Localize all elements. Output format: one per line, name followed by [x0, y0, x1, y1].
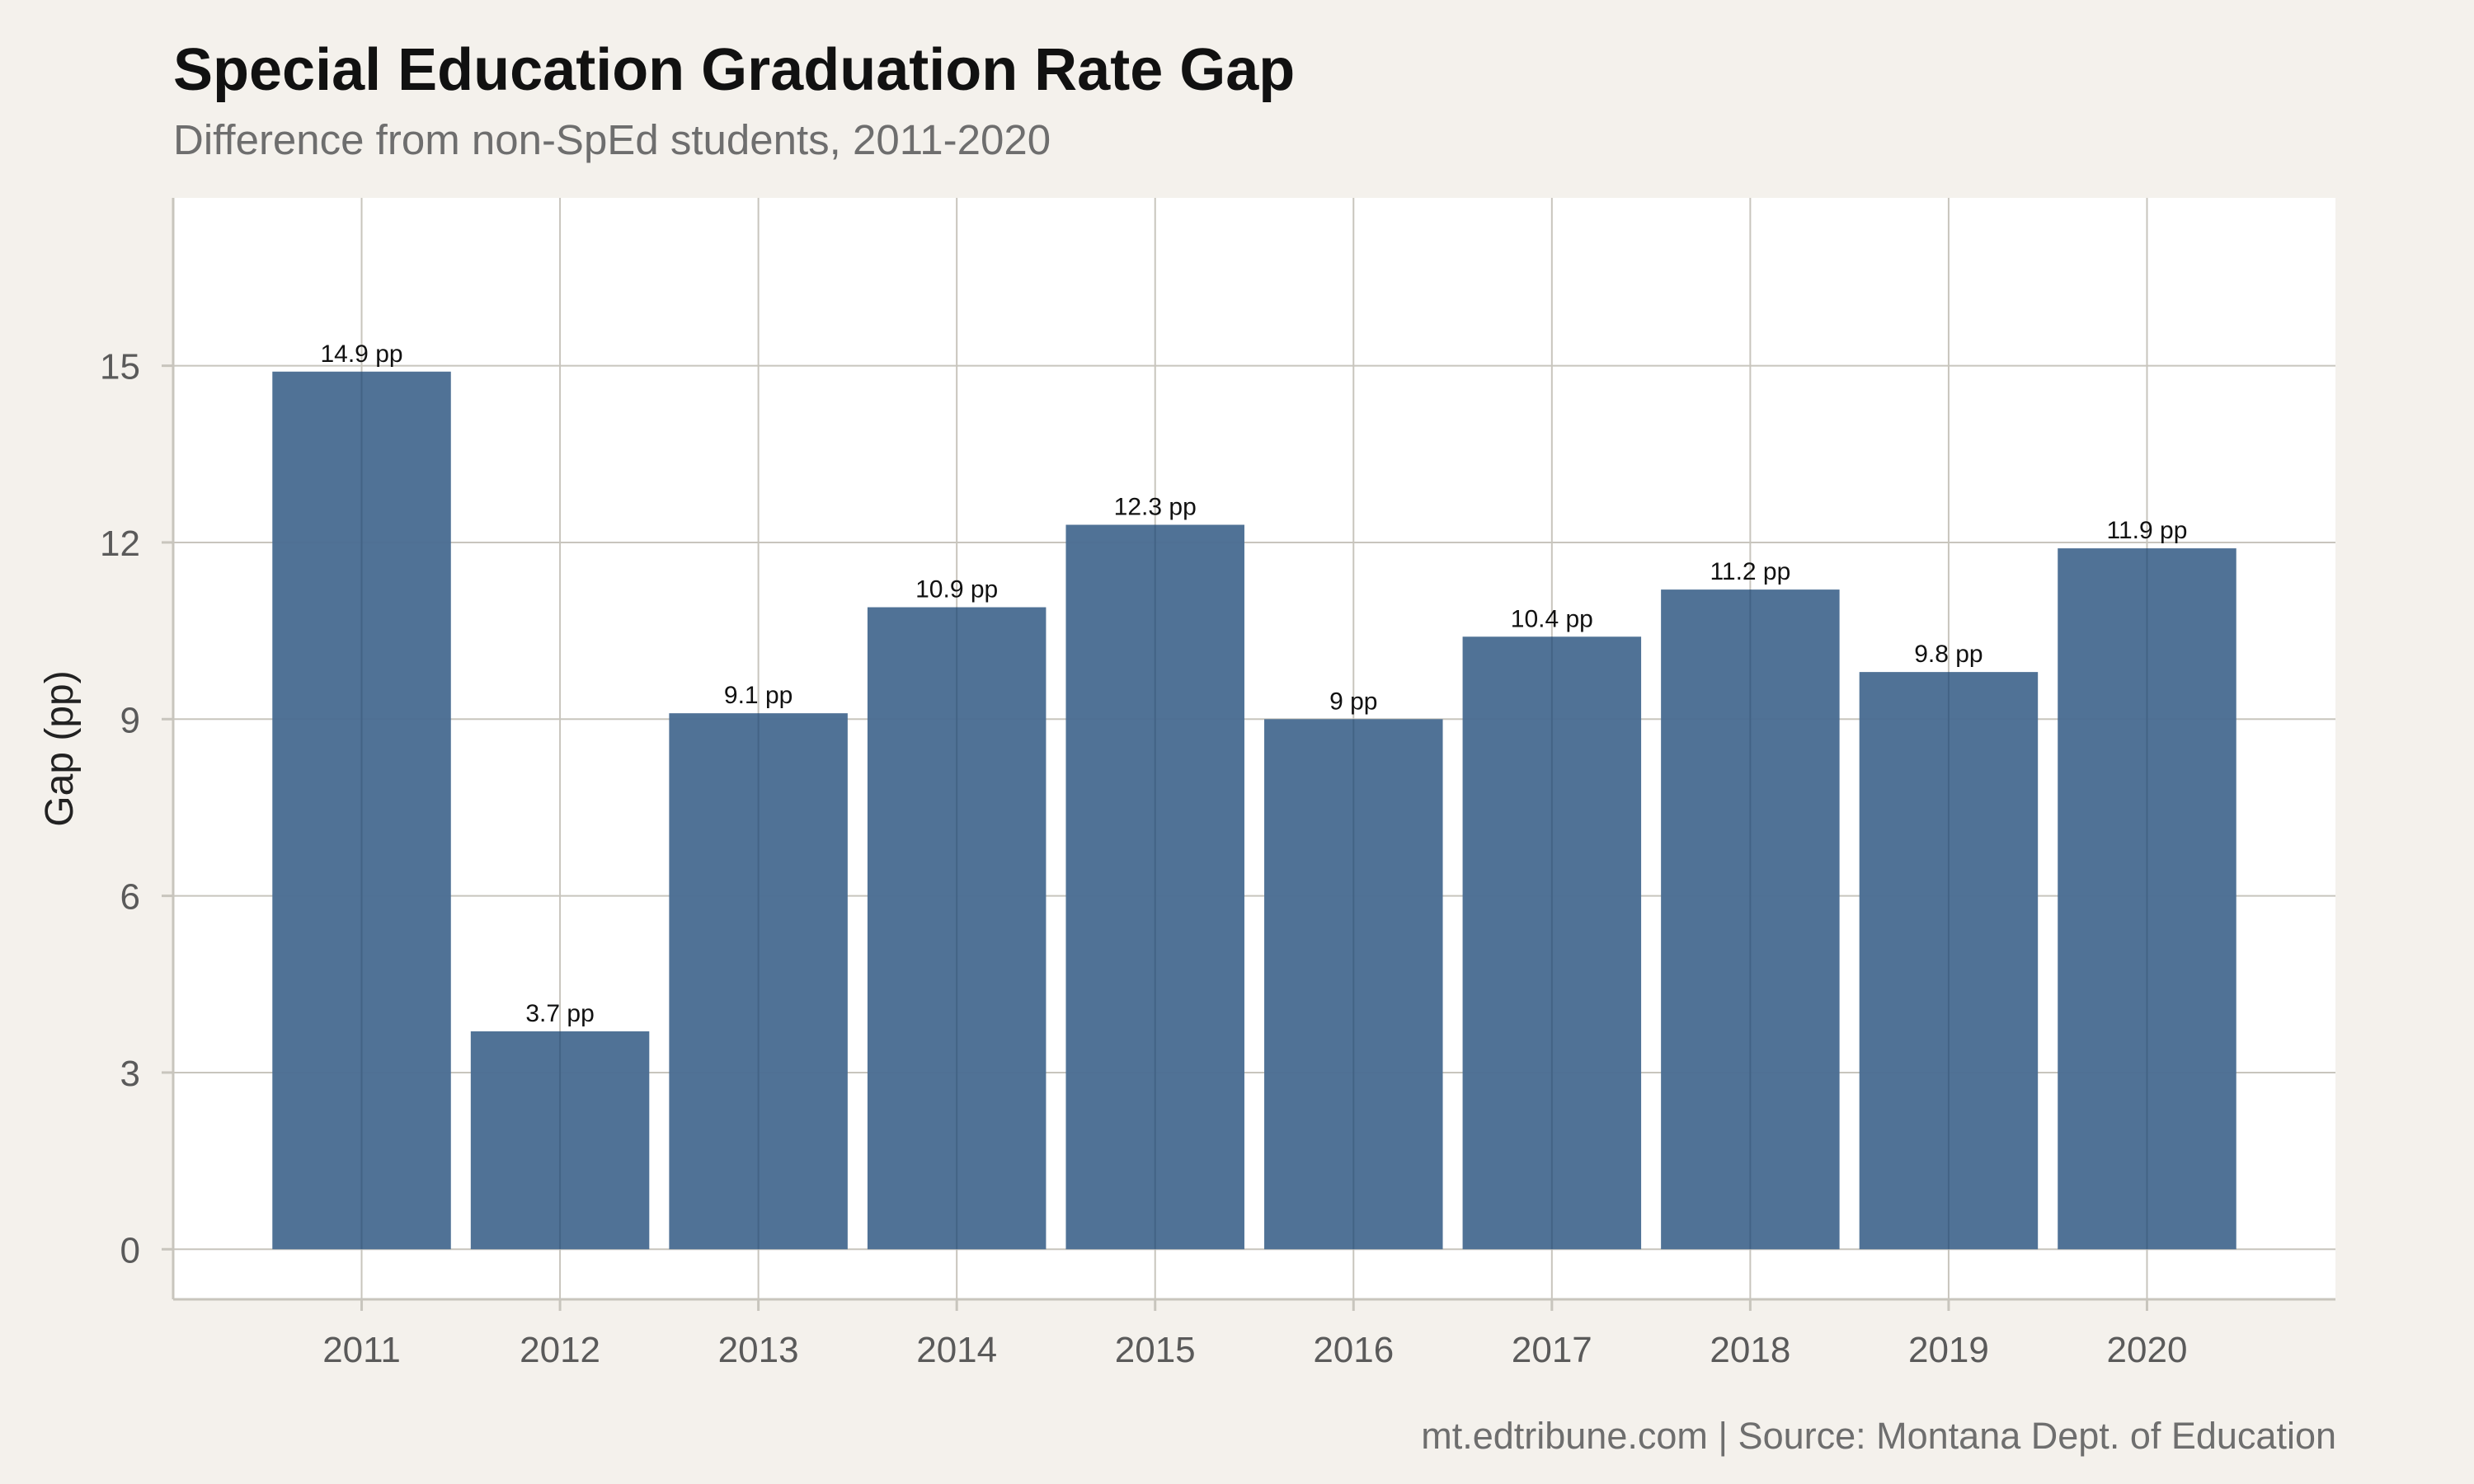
bar-2017	[1462, 636, 1642, 1250]
x-tick-label: 2014	[916, 1330, 997, 1370]
bar-2011	[272, 371, 451, 1250]
x-tick-label: 2018	[1710, 1330, 1790, 1370]
data-label-2018: 11.2 pp	[1710, 558, 1790, 585]
bar-2012	[470, 1031, 650, 1250]
y-tick-label: 0	[120, 1230, 140, 1270]
x-tick-label: 2013	[718, 1330, 799, 1370]
x-tick-label: 2015	[1115, 1330, 1196, 1370]
y-tick-label: 3	[120, 1054, 140, 1094]
bar-2020	[2058, 548, 2236, 1250]
chart-subtitle: Difference from non-SpEd students, 2011-…	[173, 116, 1051, 163]
data-label-2014: 10.9 pp	[915, 576, 998, 603]
data-label-2017: 10.4 pp	[1511, 605, 1593, 632]
x-tick-label: 2019	[1908, 1330, 1989, 1370]
bar-2014	[867, 607, 1047, 1250]
data-label-2019: 9.8 pp	[1914, 641, 1982, 668]
bars	[272, 371, 2236, 1250]
data-label-2020: 11.9 pp	[2107, 517, 2188, 544]
y-axis-label: Gap (pp)	[38, 670, 82, 826]
data-label-2016: 9 pp	[1329, 688, 1377, 715]
axes	[172, 198, 2335, 1301]
x-tick-label: 2011	[322, 1330, 401, 1370]
y-tick-label: 12	[100, 524, 140, 564]
x-tick-label: 2020	[2107, 1330, 2188, 1370]
data-label-2011: 14.9 pp	[320, 340, 402, 368]
bar-2019	[1859, 672, 2039, 1250]
bar-2013	[669, 713, 848, 1250]
y-tick-label: 6	[120, 877, 140, 918]
y-tick-label: 9	[120, 700, 140, 740]
y-tick-label: 15	[100, 347, 140, 387]
x-tick-labels: 2011 2012 2013 2014 2015 2016 2017 2018 2019 2020	[322, 1299, 2187, 1370]
data-label-2013: 9.1 pp	[724, 682, 793, 709]
data-label-2015: 12.3 pp	[1114, 494, 1197, 521]
x-tick-label: 2017	[1512, 1330, 1592, 1370]
x-tick-label: 2016	[1313, 1330, 1394, 1370]
chart-caption: mt.edtribune.com | Source: Montana Dept.…	[1421, 1415, 2336, 1457]
y-tick-labels: 0 3 6 9 12 15	[100, 347, 173, 1270]
bar-2018	[1661, 589, 1840, 1250]
chart-title: Special Education Graduation Rate Gap	[173, 37, 1296, 103]
data-labels: 14.9 pp 3.7 pp 9.1 pp 10.9 pp 12.3 pp 9 pp 10.…	[320, 340, 2187, 1027]
x-tick-label: 2012	[520, 1330, 600, 1370]
data-label-2012: 3.7 pp	[525, 1000, 594, 1027]
bar-2016	[1264, 719, 1443, 1250]
bar-2015	[1065, 524, 1244, 1250]
